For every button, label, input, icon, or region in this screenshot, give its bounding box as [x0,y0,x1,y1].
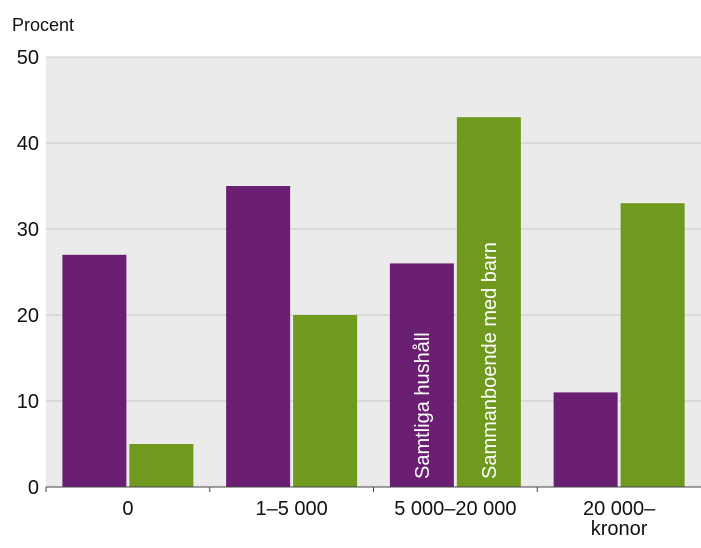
bar-sammanboende-1 [293,315,358,487]
x-axis-ticks: 0 1–5 000 5 000–20 000 20 000– kronor [45,487,656,540]
series-labels: Samtliga hushåll Sammanboende med barn [412,242,501,479]
bar-samtliga-1 [226,186,291,487]
y-tick-label: 0 [28,477,39,499]
y-tick-label: 50 [17,47,39,69]
x-tick-label: 20 000– kronor [583,498,656,540]
y-axis-ticks: 0 10 20 30 40 50 [17,47,39,499]
bar-samtliga-2 [389,263,454,487]
x-tick-label: 1–5 000 [255,498,327,520]
x-tick-label: 5 000–20 000 [394,498,516,520]
bar-sammanboende-2 [456,117,521,487]
bar-sammanboende-3 [620,203,685,487]
y-tick-label: 10 [17,391,39,413]
y-axis-title: Procent [12,15,74,35]
y-tick-label: 20 [17,305,39,327]
bars [62,117,685,487]
x-tick-label: 0 [122,498,133,520]
series-label-samtliga: Samtliga hushåll [412,332,434,479]
y-tick-label: 30 [17,219,39,241]
bar-samtliga-3 [553,392,618,487]
series-label-sammanboende: Sammanboende med barn [479,242,501,479]
bar-sammanboende-0 [129,444,194,487]
bar-samtliga-0 [62,254,127,487]
y-tick-label: 40 [17,133,39,155]
